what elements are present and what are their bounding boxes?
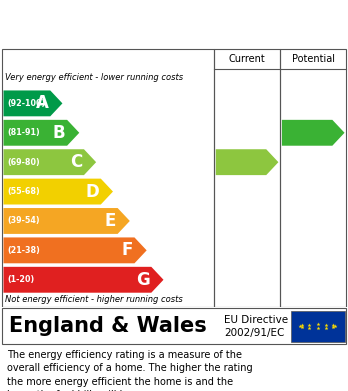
Text: Not energy efficient - higher running costs: Not energy efficient - higher running co… bbox=[5, 295, 183, 304]
Polygon shape bbox=[3, 267, 164, 293]
Text: E: E bbox=[104, 212, 116, 230]
Text: Current: Current bbox=[229, 54, 266, 64]
Text: G: G bbox=[136, 271, 150, 289]
Text: (39-54): (39-54) bbox=[8, 217, 40, 226]
Text: 71: 71 bbox=[230, 155, 252, 170]
Bar bbox=[214, 49, 280, 307]
Text: The energy efficiency rating is a measure of the
overall efficiency of a home. T: The energy efficiency rating is a measur… bbox=[7, 350, 253, 391]
Polygon shape bbox=[3, 120, 79, 146]
Polygon shape bbox=[3, 149, 96, 175]
Text: (21-38): (21-38) bbox=[8, 246, 40, 255]
Text: (69-80): (69-80) bbox=[8, 158, 40, 167]
Polygon shape bbox=[216, 149, 278, 175]
Polygon shape bbox=[282, 120, 345, 146]
Polygon shape bbox=[3, 90, 62, 116]
Text: 86: 86 bbox=[296, 125, 318, 140]
Bar bbox=[2, 49, 214, 307]
Text: (81-91): (81-91) bbox=[8, 128, 40, 137]
Text: F: F bbox=[121, 241, 133, 259]
Bar bbox=[280, 49, 346, 307]
Text: Energy Efficiency Rating: Energy Efficiency Rating bbox=[10, 16, 251, 34]
Text: (92-100): (92-100) bbox=[8, 99, 46, 108]
Text: (55-68): (55-68) bbox=[8, 187, 40, 196]
Text: B: B bbox=[53, 124, 65, 142]
Text: EU Directive
2002/91/EC: EU Directive 2002/91/EC bbox=[224, 315, 288, 338]
Text: Very energy efficient - lower running costs: Very energy efficient - lower running co… bbox=[5, 74, 183, 83]
Polygon shape bbox=[3, 237, 147, 263]
Text: Potential: Potential bbox=[292, 54, 335, 64]
Text: (1-20): (1-20) bbox=[8, 275, 35, 284]
Polygon shape bbox=[3, 208, 130, 234]
Text: A: A bbox=[35, 94, 48, 112]
Text: England & Wales: England & Wales bbox=[9, 316, 206, 337]
Bar bbox=[291, 311, 345, 342]
Text: D: D bbox=[85, 183, 99, 201]
Polygon shape bbox=[3, 179, 113, 204]
Text: C: C bbox=[70, 153, 82, 171]
